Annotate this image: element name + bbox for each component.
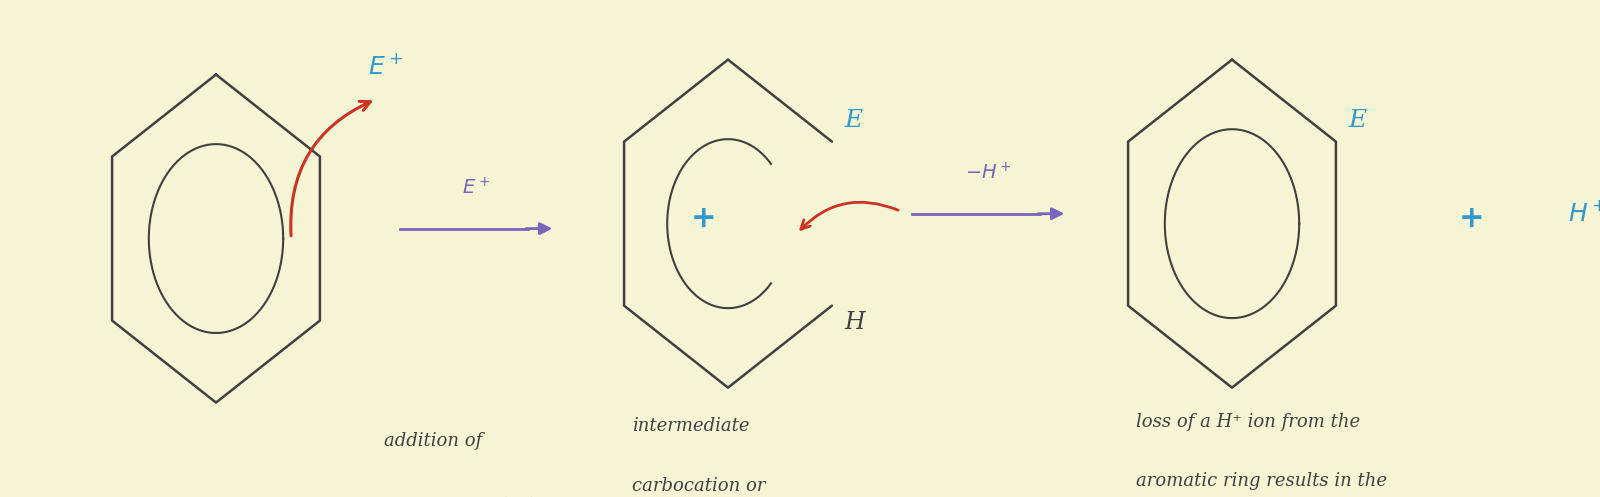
Text: +: + — [691, 204, 717, 233]
Text: carbocation or: carbocation or — [632, 477, 765, 495]
Text: loss of a H⁺ ion from the: loss of a H⁺ ion from the — [1136, 413, 1360, 430]
Text: $-H^+$: $-H^+$ — [965, 163, 1011, 184]
Text: $E^+$: $E^+$ — [462, 177, 490, 199]
Text: $H^+$: $H^+$ — [1568, 201, 1600, 226]
Text: E: E — [1349, 109, 1366, 132]
Text: $E^+$: $E^+$ — [368, 54, 403, 79]
Text: H: H — [845, 311, 866, 333]
Text: +: + — [1459, 204, 1485, 233]
Text: intermediate: intermediate — [632, 417, 749, 435]
Text: addition of: addition of — [384, 432, 482, 450]
Text: aromatic ring results in the: aromatic ring results in the — [1136, 472, 1387, 490]
Text: E: E — [845, 109, 862, 132]
